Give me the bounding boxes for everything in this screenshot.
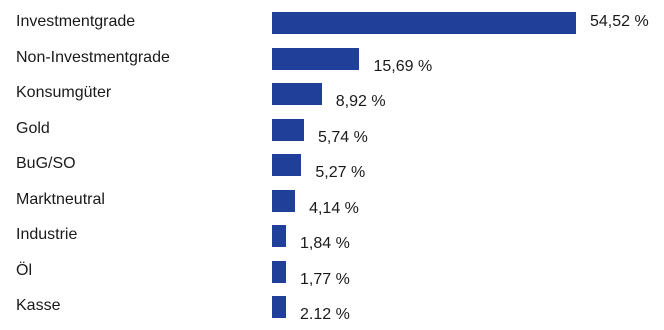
- value-label: 1,77 %: [300, 270, 350, 288]
- value-label: 5,74 %: [318, 128, 368, 146]
- category-label: BuG/SO: [16, 155, 76, 172]
- chart-row: BuG/SO 5,27 %: [0, 152, 664, 188]
- bar-chart: Investmentgrade 54,52 % Non-Investmentgrad…: [0, 10, 664, 323]
- bar: [272, 47, 360, 70]
- chart-row: Öl 1,77 %: [0, 259, 664, 295]
- category-label: Non-Investmentgrade: [16, 48, 170, 66]
- value-label: 1,84 %: [300, 235, 350, 252]
- category-label: Investmentgrade: [16, 13, 136, 30]
- bar: [272, 154, 302, 176]
- category-label: Öl: [16, 261, 32, 279]
- bar: [272, 296, 286, 318]
- bar: [272, 189, 296, 212]
- value-label: 4,14 %: [309, 199, 359, 217]
- chart-row: Marktneutral 4,14 %: [0, 188, 664, 224]
- value-label: 5,27 %: [315, 164, 366, 181]
- chart-row: Kasse 2.12 %: [0, 294, 664, 330]
- chart-row: Non-Investmentgrade 15,69 %: [0, 46, 664, 82]
- bar: [272, 225, 286, 247]
- category-label: Gold: [16, 119, 50, 137]
- category-label: Marktneutral: [16, 190, 105, 208]
- chart-row: Investmentgrade 54,52 %: [0, 10, 664, 46]
- chart-row: Gold 5,74 %: [0, 117, 664, 153]
- category-label: Konsumgüter: [16, 84, 112, 101]
- bar: [272, 118, 304, 141]
- value-label: 54,52 %: [590, 13, 649, 30]
- value-label: 15,69 %: [373, 57, 433, 75]
- category-label: Kasse: [16, 297, 61, 314]
- value-label: 2.12 %: [300, 306, 350, 323]
- bar: [272, 12, 576, 34]
- bar: [272, 83, 322, 105]
- value-label: 8,92 %: [335, 93, 386, 110]
- chart-row: Konsumgüter 8,92 %: [0, 81, 664, 117]
- category-label: Industrie: [16, 226, 78, 243]
- bar: [272, 260, 286, 283]
- chart-row: Industrie 1,84 %: [0, 223, 664, 259]
